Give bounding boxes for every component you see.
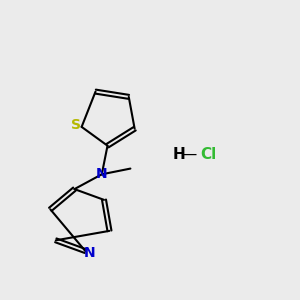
Text: S: S: [71, 118, 81, 133]
Text: N: N: [96, 167, 108, 181]
Text: —: —: [181, 147, 196, 162]
Text: H: H: [172, 147, 185, 162]
Text: Cl: Cl: [200, 147, 216, 162]
Text: N: N: [84, 245, 95, 260]
